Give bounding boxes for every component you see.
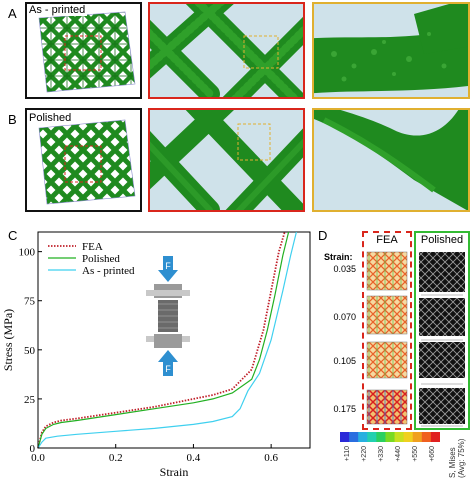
ct-platen-bars bbox=[421, 294, 463, 427]
legend-label: Polished bbox=[82, 253, 120, 265]
strain-value: 0.035 bbox=[333, 264, 356, 274]
panel-b-overview bbox=[25, 108, 142, 212]
x-tick-label: 0.6 bbox=[264, 452, 278, 464]
colorbar-swatch bbox=[340, 432, 350, 442]
lattice-overview-image bbox=[38, 119, 136, 205]
y-tick-label: 50 bbox=[24, 345, 36, 357]
x-tick-label: 0.4 bbox=[187, 452, 201, 464]
colorbar-title: S, Mises (Avg: 75%) bbox=[448, 438, 466, 478]
x-tick-label: 0.0 bbox=[31, 452, 45, 464]
polished-title: Polished bbox=[420, 234, 464, 246]
y-tick-label: 25 bbox=[24, 394, 36, 406]
ct-frame-0175 bbox=[419, 388, 465, 424]
series-line-1 bbox=[37, 231, 290, 449]
y-tick-label: 100 bbox=[19, 247, 36, 259]
series-line-2 bbox=[37, 231, 297, 449]
panel-a-sample-label: As - printed bbox=[27, 4, 88, 16]
panel-a-overview bbox=[25, 2, 142, 99]
colorbar-swatch bbox=[394, 432, 405, 442]
force-arrow-bottom bbox=[158, 350, 178, 376]
plot-frame bbox=[37, 231, 311, 449]
strut-surface-image bbox=[314, 110, 468, 210]
y-tick-label: 0 bbox=[30, 443, 36, 455]
force-arrow-top bbox=[158, 256, 178, 282]
mises-colorbar bbox=[340, 432, 440, 442]
fea-frame-0070 bbox=[366, 295, 408, 335]
y-tick-label: 75 bbox=[24, 296, 36, 308]
strut-surface-image bbox=[314, 4, 468, 97]
panel-c-letter: C bbox=[8, 228, 18, 243]
colorbar-swatch bbox=[367, 432, 377, 442]
fea-frame-0035 bbox=[366, 251, 408, 291]
colorbar-swatch bbox=[349, 432, 359, 442]
y-axis-label: Stress (MPa) bbox=[1, 309, 15, 371]
x-axis-label: Strain bbox=[160, 465, 189, 479]
ct-frame-0070 bbox=[419, 298, 465, 336]
colorbar-swatch bbox=[430, 432, 440, 442]
colorbar-tick: +330 bbox=[378, 446, 385, 462]
colorbar-swatch bbox=[376, 432, 386, 442]
ct-frame-0105 bbox=[419, 342, 465, 378]
lattice-zoom-image bbox=[150, 110, 303, 210]
legend-label: FEA bbox=[82, 241, 103, 253]
panel-a-zoom-red bbox=[148, 2, 305, 99]
colorbar-tick: +220 bbox=[361, 446, 368, 462]
polished-column bbox=[414, 231, 470, 430]
strain-value: 0.175 bbox=[333, 404, 356, 414]
colorbar-tick: +550 bbox=[412, 446, 419, 462]
force-label-top: F bbox=[165, 261, 171, 271]
colorbar-swatch bbox=[412, 432, 423, 442]
panel-b-zoom-red bbox=[148, 108, 305, 212]
panel-b-letter: B bbox=[8, 112, 17, 127]
ct-frame-0035 bbox=[419, 252, 465, 292]
fea-column bbox=[362, 231, 412, 430]
colorbar-swatch bbox=[358, 432, 368, 442]
fea-contour-images bbox=[366, 251, 408, 425]
fea-frame-0175 bbox=[366, 389, 408, 425]
fea-title: FEA bbox=[376, 234, 398, 246]
bottom-platen bbox=[154, 334, 182, 348]
colorbar-swatch bbox=[421, 432, 432, 442]
strain-value: 0.070 bbox=[333, 312, 356, 322]
lattice-overview-image bbox=[38, 11, 136, 93]
colorbar-tick: +440 bbox=[395, 446, 402, 462]
force-label-bottom: F bbox=[165, 364, 171, 374]
panel-a-letter: A bbox=[8, 6, 17, 21]
series-line-0 bbox=[37, 231, 286, 449]
legend-label: As - printed bbox=[82, 265, 135, 277]
colorbar-swatch bbox=[403, 432, 414, 442]
panel-b-zoom-yellow bbox=[312, 108, 470, 212]
colorbar-swatch bbox=[385, 432, 396, 442]
panel-b-sample-label: Polished bbox=[27, 112, 74, 124]
stress-strain-chart: 0.0 0.2 0.4 0.6 0 25 50 75 100 Strain Stress (MPa)… bbox=[1, 231, 311, 479]
polished-ct-images bbox=[419, 252, 465, 427]
fea-frame-0105 bbox=[366, 341, 408, 379]
colorbar-tick: +660 bbox=[429, 446, 436, 462]
lattice-zoom-image bbox=[150, 4, 303, 97]
panel-a-zoom-yellow bbox=[312, 2, 470, 99]
x-tick-label: 0.2 bbox=[109, 452, 123, 464]
colorbar-tick: +110 bbox=[344, 446, 351, 462]
strain-title: Strain: bbox=[324, 252, 353, 262]
top-flange bbox=[146, 290, 190, 296]
strain-value: 0.105 bbox=[333, 356, 356, 366]
panel-d-letter: D bbox=[318, 228, 328, 243]
